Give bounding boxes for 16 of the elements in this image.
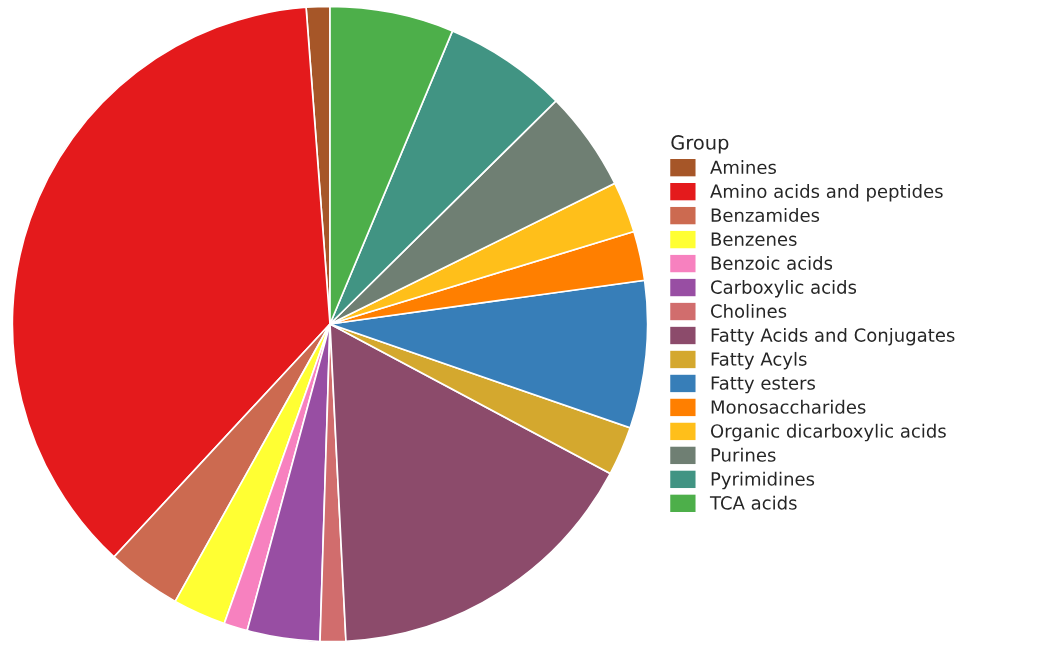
legend-label: Amino acids and peptides xyxy=(710,184,943,202)
legend-label: Cholines xyxy=(710,303,787,318)
legend-title: Group xyxy=(671,135,729,154)
legend-label: TCA acids xyxy=(709,495,797,510)
legend-label: Fatty esters xyxy=(711,376,816,394)
legend-label: Organic dicarboxylic acids xyxy=(710,423,946,442)
legend-label: Benzamides xyxy=(711,208,820,223)
legend-label: Amines xyxy=(710,160,777,175)
legend-label: Benzenes xyxy=(711,232,797,246)
legend-label: Fatty Acids and Conjugates xyxy=(711,327,955,346)
legend-label: Monosaccharides xyxy=(711,399,866,414)
legend-label: Purines xyxy=(711,447,776,462)
legend-label: Benzoic acids xyxy=(711,255,833,270)
legend-label: Carboxylic acids xyxy=(710,279,857,298)
legend-label: Fatty Acyls xyxy=(711,351,807,370)
legend-label: Pyrimidines xyxy=(711,471,815,490)
